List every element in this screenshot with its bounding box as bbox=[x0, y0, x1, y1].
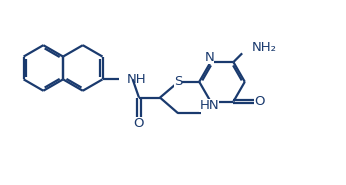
Text: O: O bbox=[254, 95, 265, 108]
Text: O: O bbox=[134, 117, 144, 130]
Text: NH: NH bbox=[127, 73, 146, 86]
Text: N: N bbox=[204, 51, 214, 64]
Text: NH₂: NH₂ bbox=[252, 41, 277, 53]
Text: S: S bbox=[174, 75, 182, 88]
Text: HN: HN bbox=[199, 99, 219, 112]
